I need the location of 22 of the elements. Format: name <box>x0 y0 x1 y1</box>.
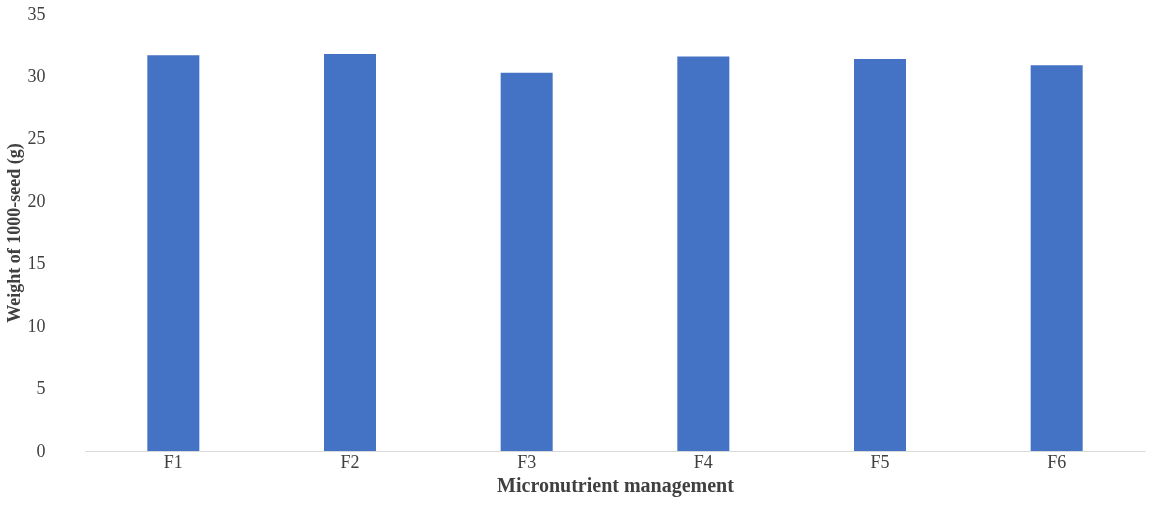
x-tick-label: F6 <box>1047 451 1067 472</box>
x-tick-label: F4 <box>693 451 713 472</box>
x-tick-label: F5 <box>870 451 890 472</box>
y-tick-label: 10 <box>27 315 46 336</box>
y-tick-label: 5 <box>36 378 46 399</box>
bar <box>324 53 376 451</box>
x-tick-label: F3 <box>517 451 537 472</box>
bar <box>147 55 200 451</box>
y-tick-label: 15 <box>27 253 46 274</box>
bar <box>1030 65 1083 451</box>
x-axis-title: Micronutrient management <box>497 473 735 497</box>
bar <box>677 56 730 451</box>
bar <box>500 72 553 451</box>
y-tick-label: 35 <box>27 3 46 24</box>
y-tick-label: 20 <box>27 190 46 211</box>
y-axis-title: Weight of 1000-seed (g) <box>3 143 25 323</box>
x-tick-label: F1 <box>163 451 183 472</box>
bar <box>854 58 906 451</box>
x-tick-label: F2 <box>340 451 360 472</box>
y-tick-label: 30 <box>27 65 46 86</box>
y-tick-label: 25 <box>27 128 46 149</box>
y-tick-label: 0 <box>36 440 46 461</box>
